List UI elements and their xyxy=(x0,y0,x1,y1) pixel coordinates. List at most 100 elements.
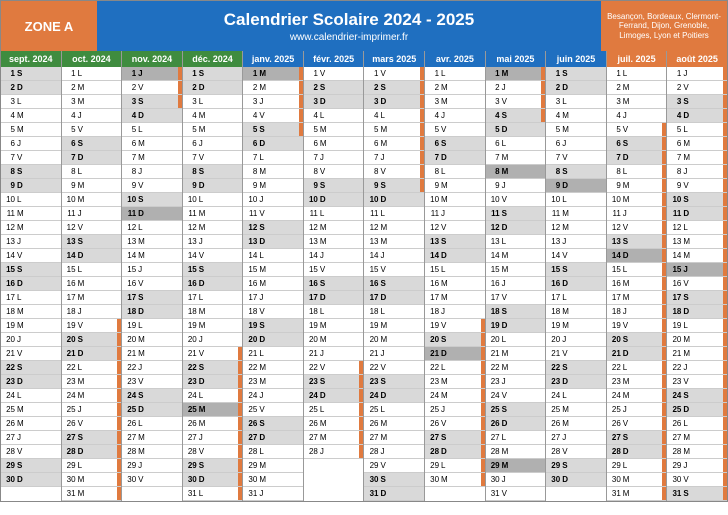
day-number: 27 xyxy=(3,433,17,442)
day-number: 22 xyxy=(245,363,259,372)
day-weekday: M xyxy=(199,419,209,428)
day-weekday: L xyxy=(78,69,88,78)
day-number: 4 xyxy=(185,111,199,120)
day-weekday: M xyxy=(683,153,693,162)
day-weekday: M xyxy=(78,195,88,204)
day-number: 27 xyxy=(427,433,441,442)
day-number: 6 xyxy=(669,139,683,148)
day-cell: 3D xyxy=(304,95,364,109)
day-weekday: D xyxy=(441,447,451,456)
day-number: 23 xyxy=(548,377,562,386)
day-cell: 5M xyxy=(304,123,364,137)
day-weekday: M xyxy=(17,307,27,316)
day-number: 10 xyxy=(669,195,683,204)
day-weekday: L xyxy=(17,97,27,106)
day-cell: 15M xyxy=(486,263,546,277)
day-weekday: M xyxy=(623,377,633,386)
day-cell: 18S xyxy=(486,305,546,319)
day-number: 17 xyxy=(669,293,683,302)
day-number: 1 xyxy=(124,69,138,78)
day-number: 21 xyxy=(245,349,259,358)
day-weekday: M xyxy=(441,195,451,204)
day-weekday: J xyxy=(259,391,269,400)
day-weekday: M xyxy=(502,153,512,162)
day-cell: 23S xyxy=(364,375,424,389)
day-weekday: V xyxy=(380,461,390,470)
day-cell: 21V xyxy=(546,347,606,361)
day-cell: 20J xyxy=(546,333,606,347)
day-weekday: V xyxy=(380,363,390,372)
day-cell: 18L xyxy=(304,305,364,319)
day-weekday: M xyxy=(502,69,512,78)
day-cell: 26D xyxy=(486,417,546,431)
day-cell: 19M xyxy=(364,319,424,333)
day-cell: 5L xyxy=(667,123,727,137)
day-number: 21 xyxy=(609,349,623,358)
day-cell: 6D xyxy=(243,137,303,151)
day-number: 13 xyxy=(64,237,78,246)
day-cell: 1S xyxy=(1,67,61,81)
day-cell: 26M xyxy=(546,417,606,431)
day-weekday: D xyxy=(199,475,209,484)
day-weekday: L xyxy=(138,223,148,232)
day-number: 11 xyxy=(609,209,623,218)
day-weekday: M xyxy=(562,307,572,316)
day-weekday: J xyxy=(502,181,512,190)
day-cell: 10D xyxy=(304,193,364,207)
day-weekday: L xyxy=(502,335,512,344)
day-number: 19 xyxy=(124,321,138,330)
day-number: 28 xyxy=(488,447,502,456)
day-cell: 20M xyxy=(364,333,424,347)
day-cell: 23D xyxy=(546,375,606,389)
day-weekday: J xyxy=(17,335,27,344)
day-cell: 12L xyxy=(667,221,727,235)
day-weekday: L xyxy=(78,363,88,372)
day-number: 10 xyxy=(306,195,320,204)
day-weekday: V xyxy=(380,265,390,274)
day-number: 20 xyxy=(306,335,320,344)
day-number: 24 xyxy=(124,391,138,400)
day-cell: 4J xyxy=(62,109,122,123)
day-cell: 25L xyxy=(304,403,364,417)
day-weekday: D xyxy=(259,139,269,148)
day-cell: 10L xyxy=(546,193,606,207)
day-number: 22 xyxy=(366,363,380,372)
day-weekday: D xyxy=(259,335,269,344)
day-number: 3 xyxy=(488,97,502,106)
day-number: 2 xyxy=(609,83,623,92)
day-cell: 12M xyxy=(304,221,364,235)
day-cell: 25M xyxy=(546,403,606,417)
day-cell: 4V xyxy=(243,109,303,123)
day-weekday: V xyxy=(138,279,148,288)
day-cell: 31D xyxy=(364,487,424,501)
day-cell: 7M xyxy=(122,151,182,165)
day-number: 29 xyxy=(124,461,138,470)
day-cell: 11L xyxy=(364,207,424,221)
day-cell: 27M xyxy=(304,431,364,445)
day-weekday: V xyxy=(562,447,572,456)
day-number: 4 xyxy=(124,111,138,120)
day-number: 22 xyxy=(185,363,199,372)
day-number: 3 xyxy=(548,97,562,106)
day-weekday: V xyxy=(502,489,512,498)
day-weekday: J xyxy=(138,265,148,274)
day-number: 5 xyxy=(366,125,380,134)
day-number: 21 xyxy=(488,349,502,358)
day-number: 6 xyxy=(548,139,562,148)
day-number: 10 xyxy=(3,195,17,204)
day-number: 27 xyxy=(245,433,259,442)
day-weekday: M xyxy=(562,223,572,232)
day-cell: 1J xyxy=(667,67,727,81)
day-weekday: M xyxy=(623,293,633,302)
day-number: 21 xyxy=(124,349,138,358)
day-cell: 8S xyxy=(1,165,61,179)
day-number: 12 xyxy=(245,223,259,232)
day-weekday: D xyxy=(380,195,390,204)
day-number: 22 xyxy=(3,363,17,372)
day-number: 5 xyxy=(669,125,683,134)
day-cell: 9S xyxy=(304,179,364,193)
day-number: 23 xyxy=(427,377,441,386)
day-cell: 16S xyxy=(304,277,364,291)
day-weekday: L xyxy=(259,349,269,358)
day-cell: 18V xyxy=(243,305,303,319)
